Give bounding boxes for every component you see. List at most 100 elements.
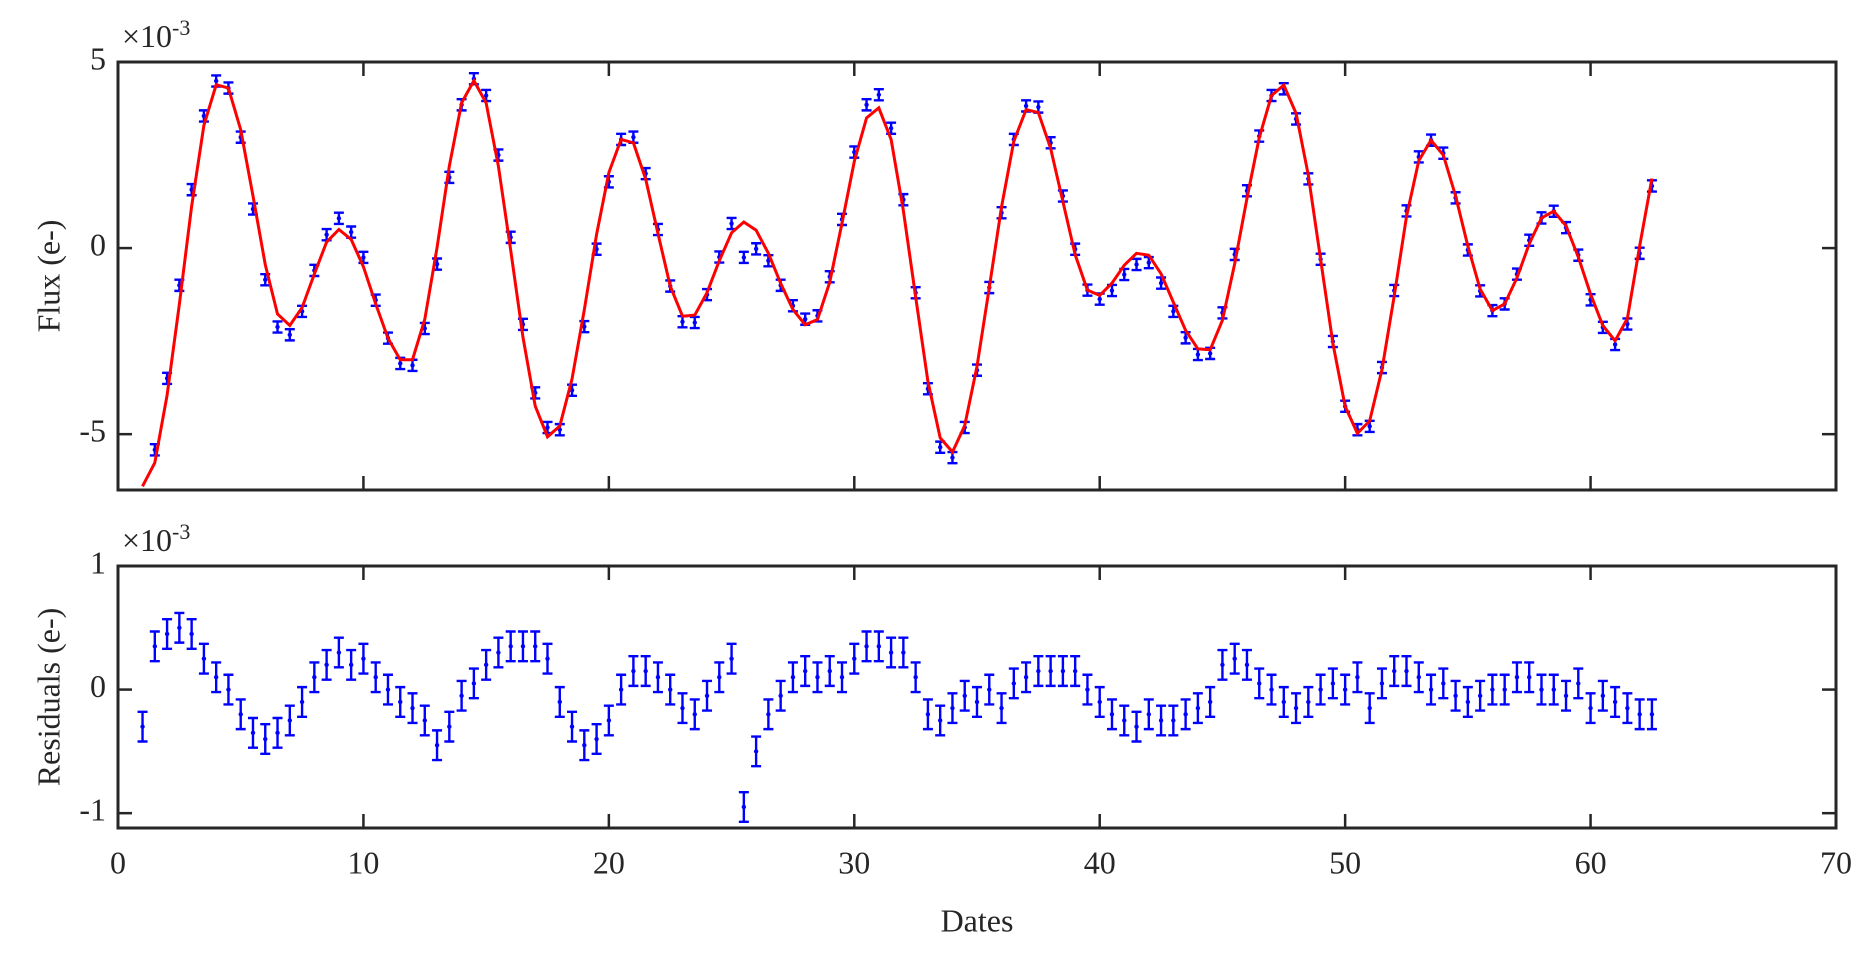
data-point bbox=[385, 687, 391, 692]
axes-box bbox=[116, 564, 1838, 830]
data-point bbox=[1477, 693, 1483, 698]
y-axis-label: Residuals (e-) bbox=[30, 608, 66, 787]
data-point bbox=[569, 388, 575, 393]
data-point bbox=[950, 455, 955, 460]
data-point bbox=[692, 320, 697, 325]
plot-area bbox=[140, 71, 1657, 499]
data-point bbox=[189, 631, 194, 637]
data-point bbox=[250, 730, 256, 736]
y-tick-label: 5 bbox=[90, 40, 106, 76]
data-point bbox=[803, 668, 808, 674]
data-point bbox=[1060, 668, 1066, 674]
data-point bbox=[140, 724, 145, 729]
data-point bbox=[1576, 681, 1581, 686]
data-point bbox=[1453, 693, 1458, 698]
data-point bbox=[1023, 103, 1029, 109]
data-point bbox=[901, 650, 906, 655]
data-point bbox=[888, 650, 894, 655]
data-point bbox=[140, 495, 144, 499]
data-point bbox=[1146, 712, 1152, 717]
data-point bbox=[1465, 699, 1471, 705]
data-point bbox=[373, 675, 378, 680]
data-point bbox=[459, 693, 464, 698]
data-point bbox=[226, 687, 231, 692]
data-point bbox=[275, 324, 280, 330]
data-point bbox=[263, 736, 268, 742]
data-point bbox=[753, 246, 759, 252]
data-point bbox=[704, 693, 710, 698]
data-point bbox=[569, 724, 575, 729]
data-point bbox=[692, 712, 697, 717]
data-point bbox=[962, 693, 967, 698]
data-point bbox=[1048, 668, 1053, 674]
data-point bbox=[827, 668, 832, 674]
data-point bbox=[618, 687, 624, 692]
x-tick-label: 60 bbox=[1575, 844, 1607, 880]
data-point bbox=[410, 363, 415, 368]
data-point bbox=[1539, 687, 1544, 692]
data-point bbox=[852, 656, 857, 661]
data-point bbox=[1416, 675, 1421, 680]
subplot: -5 0 5 Flux (e-) ×10-3 bbox=[30, 15, 1838, 499]
data-point bbox=[1183, 712, 1188, 717]
data-point bbox=[1563, 693, 1569, 698]
axes-box bbox=[116, 60, 1838, 492]
y-tick-label: 1 bbox=[90, 544, 106, 580]
multiplier-base: ×10 bbox=[122, 18, 172, 54]
data-point bbox=[1514, 675, 1520, 680]
data-point bbox=[1134, 262, 1139, 267]
data-point bbox=[594, 736, 599, 742]
data-point bbox=[398, 699, 403, 705]
data-point bbox=[1183, 335, 1188, 340]
fit-line bbox=[141, 77, 1654, 487]
data-point bbox=[1330, 681, 1336, 686]
data-point bbox=[1109, 712, 1115, 717]
data-point bbox=[839, 675, 845, 680]
data-point bbox=[1158, 718, 1164, 723]
data-point bbox=[643, 668, 648, 674]
data-point bbox=[864, 102, 869, 108]
data-point bbox=[238, 712, 243, 717]
data-point bbox=[1367, 424, 1372, 429]
data-point bbox=[729, 221, 734, 226]
data-point bbox=[999, 705, 1004, 711]
data-point bbox=[766, 712, 771, 717]
data-point bbox=[483, 662, 489, 668]
data-point bbox=[557, 699, 562, 705]
data-point bbox=[925, 712, 931, 717]
data-point bbox=[361, 656, 366, 661]
data-point bbox=[1293, 705, 1299, 711]
data-point bbox=[1612, 699, 1618, 705]
data-point bbox=[201, 656, 207, 661]
data-point bbox=[876, 644, 882, 649]
data-point bbox=[778, 693, 783, 698]
data-point bbox=[1379, 681, 1385, 686]
data-point bbox=[1527, 675, 1532, 680]
data-point bbox=[1404, 668, 1409, 674]
axis-multiplier: ×10-3 bbox=[122, 15, 190, 54]
data-point bbox=[1122, 272, 1127, 277]
plot-area bbox=[137, 611, 1657, 824]
data-point bbox=[1551, 687, 1556, 692]
data-point bbox=[177, 625, 182, 630]
x-tick-label: 30 bbox=[838, 844, 870, 880]
data-point bbox=[422, 718, 427, 723]
data-point bbox=[1195, 352, 1201, 357]
data-point bbox=[790, 675, 796, 680]
multiplier-base: ×10 bbox=[122, 522, 172, 558]
data-point bbox=[913, 675, 918, 680]
data-point bbox=[410, 705, 415, 711]
data-point bbox=[582, 324, 587, 329]
x-tick-label: 70 bbox=[1820, 844, 1852, 880]
data-point bbox=[545, 425, 550, 430]
multiplier-exponent: -3 bbox=[172, 519, 190, 544]
data-point bbox=[1023, 675, 1029, 680]
data-point bbox=[864, 644, 869, 649]
x-axis-label: Dates bbox=[941, 902, 1014, 938]
data-point bbox=[606, 718, 612, 723]
data-point bbox=[1011, 681, 1017, 686]
data-point bbox=[508, 644, 513, 649]
data-point bbox=[1490, 687, 1495, 692]
